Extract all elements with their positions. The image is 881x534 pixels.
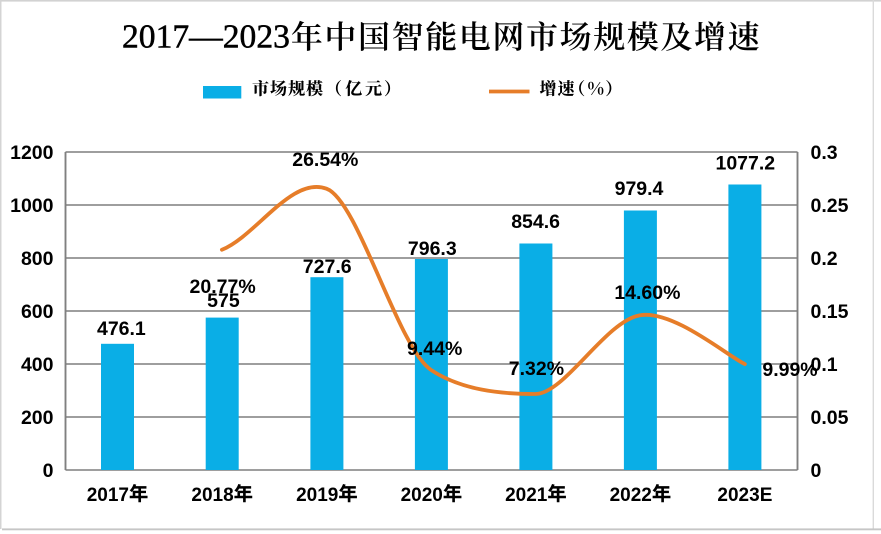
svg-text:2023E: 2023E (717, 485, 772, 506)
svg-text:854.6: 854.6 (511, 211, 560, 233)
svg-text:2021: 2021 (505, 485, 548, 506)
svg-text:0.2: 0.2 (811, 248, 838, 270)
svg-text:9.44%: 9.44% (407, 338, 462, 360)
svg-text:575: 575 (207, 290, 240, 312)
svg-text:0: 0 (811, 460, 822, 482)
svg-text:1077.2: 1077.2 (715, 153, 775, 175)
svg-text:0.15: 0.15 (811, 301, 849, 323)
svg-text:0.25: 0.25 (811, 195, 849, 217)
svg-text:200: 200 (21, 407, 54, 429)
svg-text:400: 400 (21, 354, 54, 376)
svg-text:727.6: 727.6 (303, 256, 352, 278)
svg-text:2019: 2019 (296, 485, 338, 506)
svg-text:2017—2023: 2017—2023 (122, 19, 290, 56)
svg-text:979.4: 979.4 (615, 178, 664, 200)
svg-text:2017: 2017 (87, 485, 129, 506)
svg-text:2020: 2020 (401, 485, 443, 506)
svg-text:0: 0 (43, 460, 54, 482)
svg-text:1000: 1000 (10, 195, 54, 217)
svg-text:2022: 2022 (610, 485, 652, 506)
svg-text:2018: 2018 (191, 485, 233, 506)
svg-text:796.3: 796.3 (408, 238, 457, 260)
svg-text:26.54%: 26.54% (292, 149, 358, 171)
svg-text:600: 600 (21, 301, 54, 323)
svg-text:7.32%: 7.32% (509, 358, 564, 380)
svg-text:0.1: 0.1 (811, 354, 838, 376)
svg-text:0.3: 0.3 (811, 142, 838, 164)
svg-text:9.99%: 9.99% (762, 359, 817, 381)
svg-text:20.77%: 20.77% (190, 276, 256, 298)
svg-text:0.05: 0.05 (811, 407, 849, 429)
svg-text:476.1: 476.1 (97, 318, 146, 340)
svg-text:1200: 1200 (10, 142, 54, 164)
svg-text:14.60%: 14.60% (614, 282, 680, 304)
svg-text:800: 800 (21, 248, 54, 270)
